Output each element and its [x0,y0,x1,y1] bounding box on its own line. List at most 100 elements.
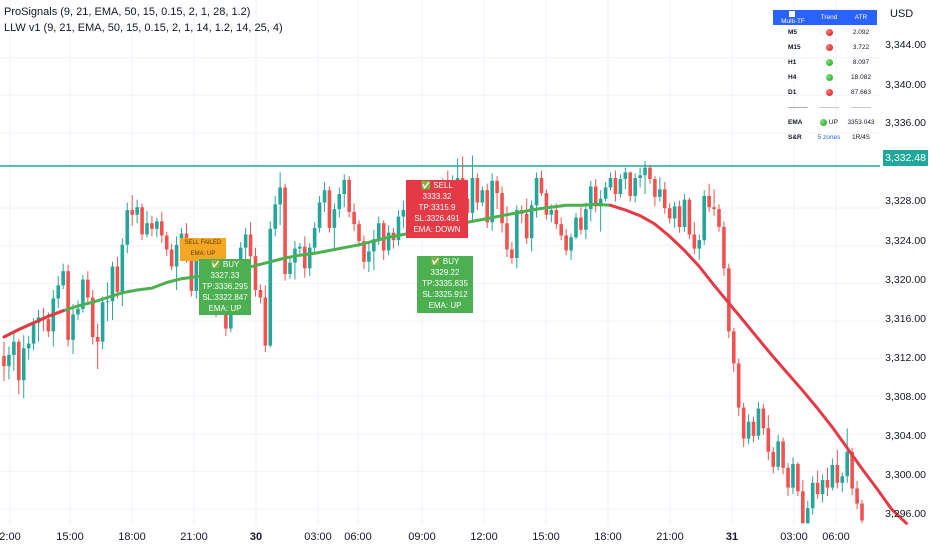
signal-line: ✅ BUY [210,260,240,269]
time-axis-label: 21:00 [180,531,208,543]
candle-body [100,302,105,342]
candle-body [61,271,65,286]
candle-body [801,491,805,524]
price-axis-tick: 3,340.00 [885,79,926,91]
candle-body [110,266,115,302]
mtf-separator: ——— [851,104,871,111]
candle-body [855,488,859,504]
candle-body [86,279,90,298]
signal-line: ✅ BUY [430,257,460,266]
time-axis-label: 18:00 [594,531,622,543]
candle-body [401,210,406,217]
signal-line: SL:3325.912 [422,290,468,299]
mtf-sr-zones: 5 zones [817,134,841,141]
mtf-row-d1: D1 87.663 [773,85,877,100]
mtf-sr-label: S&R [788,134,802,141]
candle-body [194,254,199,291]
price-axis-tick: 3,320.00 [885,274,926,286]
candle-body [815,482,820,495]
candle-body [584,209,588,230]
candle-body [761,408,766,429]
mtf-header-atr: ATR [854,14,868,21]
candle-body [120,244,125,292]
candle-body [574,217,578,238]
candle-body [697,240,702,249]
candle-body [16,341,21,381]
candle-body [46,319,51,332]
candle-body [658,189,662,197]
candle-body [258,289,263,298]
green-dot-icon [825,73,833,81]
ema-line-start [2,309,65,339]
indicator-prosignals-label[interactable]: ProSignals (9, 21, EMA, 50, 15, 0.15, 2,… [4,6,251,18]
mtf-ema-value: 3353.043 [847,119,875,126]
candle-body [662,189,667,209]
candle-body [135,207,139,215]
multi-tf-table: Multi-TF Trend ATR M5 2.092 M15 3.722 H1… [773,10,877,145]
candle-body [633,178,637,196]
candle-body [105,301,110,303]
candle-body [362,241,366,262]
mtf-header-trend: Trend [820,14,838,21]
candle-body [115,266,120,292]
candle-body [95,337,100,342]
indicator-llw-label[interactable]: LLW v1 (9, 21, EMA, 50, 15, 0.15, 2, 1, … [4,22,283,34]
candle-body [860,503,864,521]
time-axis-label: 06:00 [344,531,372,543]
mtf-separator: ——— [788,104,808,111]
red-dot-icon [825,28,833,36]
candle-body [539,178,544,194]
candle-body [475,178,480,203]
price-axis-tick: 3,300.00 [885,469,926,481]
mtf-timeframe: M5 [788,29,798,36]
ema-line-up [2,202,612,339]
candle-body [470,178,475,213]
candle-body [327,190,332,228]
signal-buy-1: ✅ BUY 3327.33 TP:3336.295 SL:3322.847 EM… [199,259,251,315]
mtf-row-m15: M15 3.722 [773,40,877,55]
candle-body [736,363,741,408]
mtf-timeframe: H4 [788,74,797,81]
trend-indicator-green [813,73,845,81]
candle-body [850,451,854,489]
candle-body [810,482,815,509]
candle-body [455,178,460,181]
candle-body [756,408,761,436]
signal-line: TP:3315.9 [418,203,456,212]
candle-body [588,186,593,210]
candle-body [825,480,830,488]
candle-body [559,224,564,236]
candle-body [278,187,282,205]
red-dot-icon [825,88,833,96]
mtf-ema-trend: UP [813,118,845,126]
candle-body [248,234,253,257]
candle-body [776,441,780,467]
candle-body [682,199,687,227]
mtf-timeframe: D1 [788,89,797,96]
signal-line: SL:3322.847 [202,293,248,302]
candle-body [603,187,608,199]
mtf-row-h1: H1 8.097 [773,55,877,70]
signal-line: SL:3326.491 [414,214,460,223]
mtf-timeframe: M15 [788,44,801,51]
candle-body [510,249,514,259]
candle-body [534,178,539,206]
price-axis-tick: 3,344.00 [885,39,926,51]
candle-body [31,322,36,344]
mtf-atr-value: 2.092 [852,29,870,36]
candle-body [396,216,401,241]
mtf-sr-count: 1R/4S [851,134,871,141]
candle-body [529,205,534,239]
candle-body [357,224,361,242]
candle-body [342,179,347,195]
candle-body [623,172,628,179]
candle-body [569,237,573,251]
candle-body [554,210,559,225]
chart-grid [0,0,880,525]
candle-body [549,210,554,215]
candle-body [283,187,287,274]
time-axis-label: 30 [249,531,263,543]
time-axis-label: 03:00 [780,531,808,543]
mtf-separator: ——— [819,104,839,111]
candle-body [263,297,268,346]
